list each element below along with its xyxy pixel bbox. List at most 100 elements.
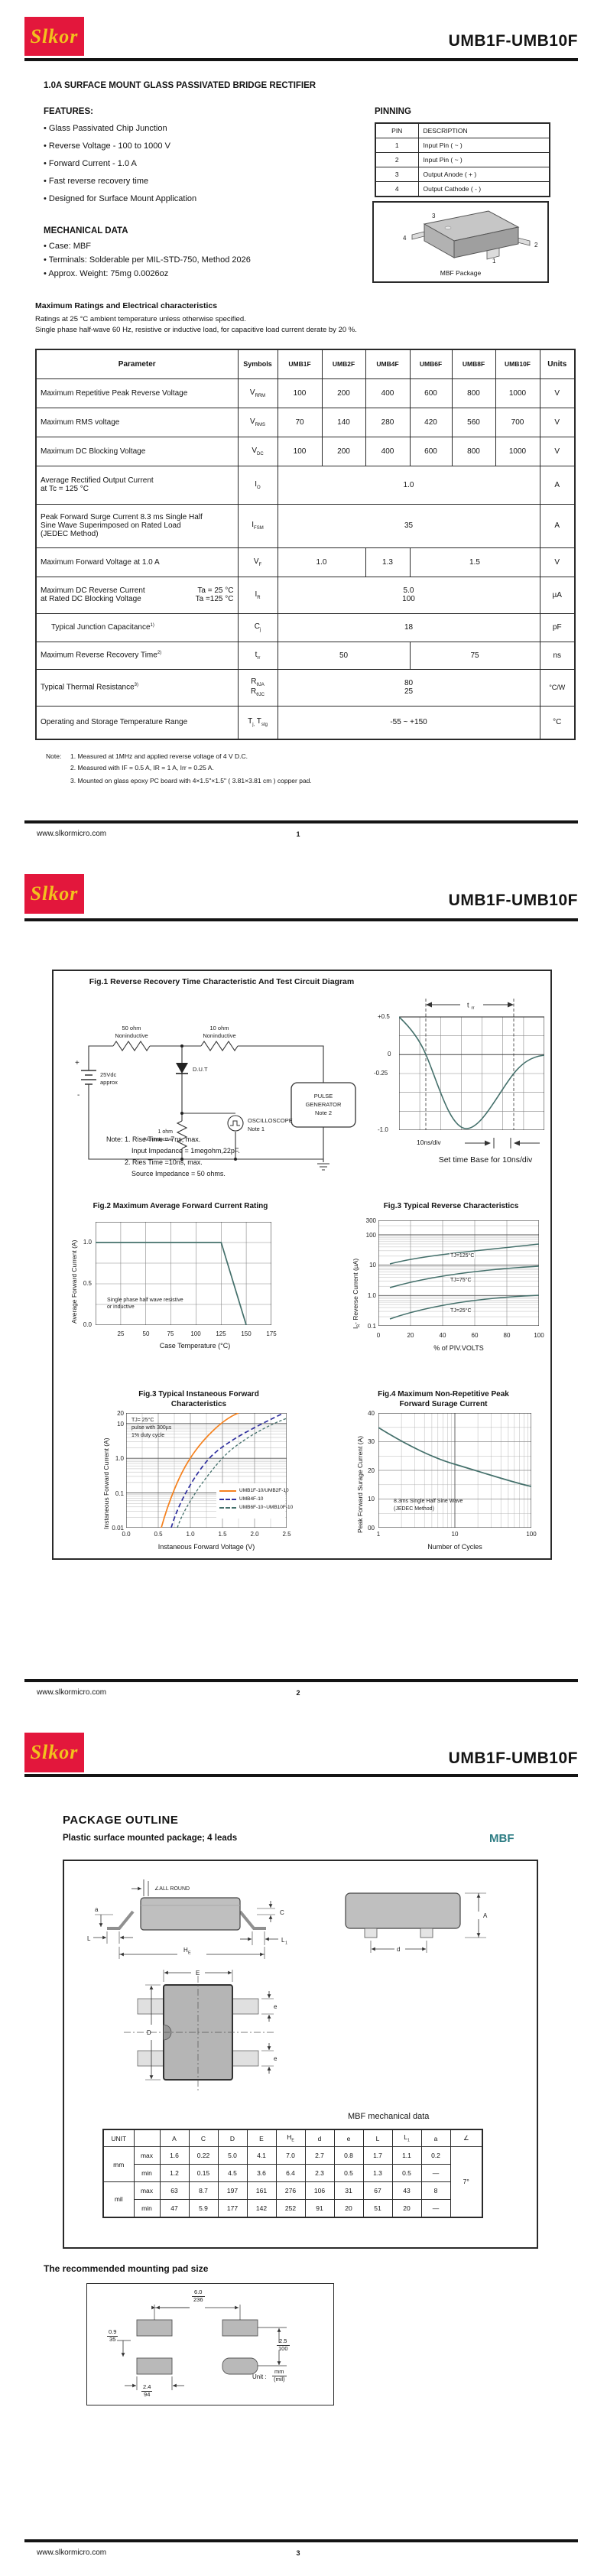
fig3f-title1: Fig.3 Typical Instaneous Forward — [138, 1390, 259, 1398]
symbol: VRRM — [237, 378, 278, 408]
oscilloscope-label2: Note 1 — [248, 1126, 265, 1132]
cell: 0.15 — [188, 2164, 219, 2182]
resistor2-label2: Noninductive — [203, 1032, 235, 1039]
value: 75 — [409, 641, 540, 670]
value: 1000 — [495, 436, 540, 466]
symbol: IO — [237, 465, 278, 505]
unit: V — [539, 378, 576, 408]
symbol: VF — [237, 547, 278, 577]
fig3r-xtick: 60 — [471, 1332, 479, 1339]
features-heading: FEATURES: — [44, 107, 93, 116]
cell: 1.1 — [391, 2146, 422, 2165]
value: 18 — [277, 612, 540, 642]
pin3-label: 3 — [432, 213, 436, 219]
cell: 197 — [217, 2181, 248, 2200]
symbol: VRMS — [237, 407, 278, 437]
param: Maximum Forward Voltage at 1.0 A — [35, 547, 239, 577]
dim-mm: 0.9 — [107, 2328, 118, 2337]
value: 200 — [321, 378, 366, 408]
param: Peak Forward Surge Current 8.3 ms Single… — [35, 503, 239, 548]
fig3r-xtick: 20 — [407, 1332, 414, 1339]
cell: 252 — [275, 2199, 306, 2217]
note-line: 1. Measured at 1MHz and applied reverse … — [70, 752, 248, 760]
fig3f-ytick: 1.0 — [115, 1455, 124, 1462]
fig3r-xtick: 40 — [439, 1332, 446, 1339]
value: 1.0 — [277, 465, 540, 505]
feature-item: Glass Passivated Chip Junction — [44, 124, 167, 133]
legend-line-blue — [219, 1498, 236, 1500]
cell: 20 — [333, 2199, 364, 2217]
fig1-note: Source Impedance = 50 ohms. — [131, 1170, 226, 1178]
fig2-xtick: 175 — [266, 1330, 277, 1337]
value: 1.5 — [409, 547, 540, 577]
fig4-title2: Forward Surage Current — [399, 1400, 488, 1408]
value: 560 — [451, 407, 496, 437]
fig2-xtick: 50 — [142, 1330, 150, 1337]
sym-main: t — [255, 650, 258, 659]
legend-line-orange — [219, 1489, 236, 1492]
value: 35 — [277, 503, 540, 548]
fig3f-condition: TJ= 25°C — [131, 1418, 154, 1423]
fig2-title: Fig.2 Maximum Average Forward Current Ra… — [93, 1202, 268, 1210]
pad-dim-bottom: 2.4 94 — [141, 2383, 153, 2398]
ratings-sub1: Ratings at 25 °C ambient temperature unl… — [35, 315, 246, 323]
cell: 0.5 — [391, 2164, 422, 2182]
fig3f-legend: UMB1F-10/UMB2F-10 UMB4F-10 UMB6F-10~UMB1… — [219, 1486, 293, 1512]
sym-main: I — [255, 479, 258, 489]
fig3f-chart — [126, 1413, 287, 1528]
unit-mm: mm — [102, 2146, 135, 2182]
fig2-chart — [96, 1222, 271, 1325]
cell: 20 — [391, 2199, 422, 2217]
end-view: A d — [345, 1892, 488, 1953]
col-header: UMB1F — [277, 349, 323, 379]
fig3f-xtick: 0.0 — [122, 1531, 131, 1538]
cell: 4 — [375, 181, 419, 197]
battery-voltage2: approx — [100, 1079, 118, 1086]
unit-mm: mm — [272, 2368, 287, 2376]
fig4-xlabel: Number of Cycles — [427, 1543, 482, 1551]
dim-D: D — [147, 2029, 151, 2036]
ylabel-rest: - Reverse Current (µA) — [352, 1258, 359, 1324]
ratings-table: Parameter Symbols UMB1F UMB2F UMB4F UMB6… — [35, 349, 576, 740]
cell: 1.7 — [362, 2146, 393, 2165]
ratings-sub2: Single phase half-wave 60 Hz, resistive … — [35, 326, 357, 334]
value: 1.3 — [365, 547, 411, 577]
cell: Input Pin ( ~ ) — [417, 152, 550, 167]
cell: 142 — [246, 2199, 277, 2217]
col-header-main: L — [404, 2133, 407, 2142]
param-line: at Rated DC Blocking Voltage — [41, 595, 141, 603]
scope-div-label: 10ns/div — [417, 1139, 441, 1146]
unit: pF — [539, 612, 576, 642]
part-number: UMB1F-UMB10F — [448, 32, 578, 50]
sym-main: I — [255, 590, 258, 599]
battery-voltage: 25Vdc — [100, 1071, 117, 1078]
cell: 5.0 — [217, 2146, 248, 2165]
unit: °C — [539, 705, 576, 740]
value: 50 — [277, 641, 411, 670]
col-header: D — [217, 2129, 248, 2147]
row-label: min — [133, 2164, 161, 2182]
fig1-note: 2. Ries Time =10ns, max. — [125, 1158, 203, 1166]
cell: 8.7 — [188, 2181, 219, 2200]
pulse-gen-label2: GENERATOR — [306, 1101, 342, 1108]
part-number: UMB1F-UMB10F — [448, 892, 578, 909]
col-header: UMB10F — [495, 349, 540, 379]
fig3f-xtick: 1.5 — [218, 1531, 227, 1538]
cell: 4.1 — [246, 2146, 277, 2165]
legend-item: UMB6F-10~UMB10F-10 — [219, 1503, 293, 1512]
pin1-label: 1 — [492, 258, 496, 264]
oscilloscope-label: OSCILLOSCOPE — [248, 1117, 293, 1124]
sym-sub: FSM — [254, 526, 264, 531]
legend-label: UMB6F-10~UMB10F-10 — [239, 1505, 294, 1510]
fig3f-xtick: 1.0 — [186, 1531, 195, 1538]
battery-plus: + — [75, 1059, 80, 1067]
dim-mil: 236 — [193, 2295, 203, 2303]
side-view: ∠ALL ROUND a C L L 1 H E — [87, 1879, 287, 1959]
fig3r-curve-label: TJ=75°C — [450, 1278, 472, 1283]
mech-item: Terminals: Solderable per MIL-STD-750, M… — [44, 255, 251, 265]
footer-url: www.slkormicro.com — [37, 1688, 107, 1697]
sym-sub: j — [259, 628, 261, 632]
col-header: ∠ — [450, 2129, 483, 2147]
note-ref: 2) — [157, 651, 162, 656]
unit: ns — [539, 641, 576, 670]
